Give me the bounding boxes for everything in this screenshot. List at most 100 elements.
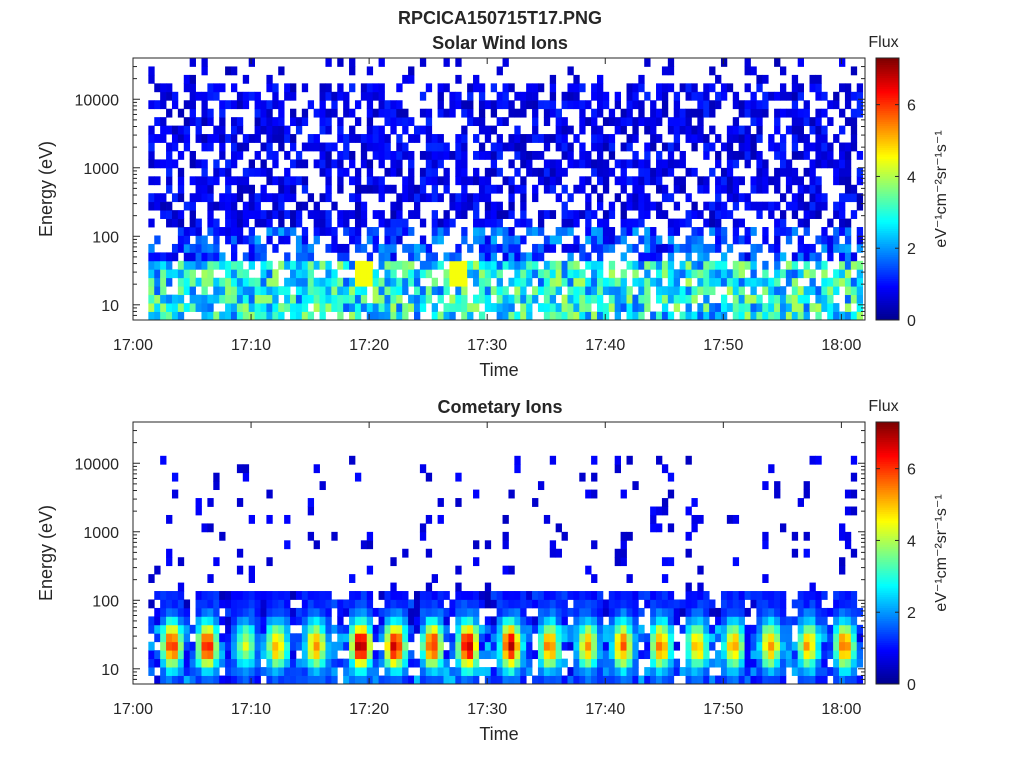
heatmap-cell [413,210,421,219]
heatmap-cell [697,210,704,219]
heatmap-cell [384,167,391,177]
heatmap-cell [839,159,846,169]
heatmap-cell [673,125,681,135]
heatmap-cell [490,210,498,219]
heatmap-cell [248,260,255,270]
heatmap-cell [384,650,391,660]
heatmap-cell [561,201,568,211]
heatmap-cell [248,565,255,575]
heatmap-cell [720,227,728,236]
heatmap-cell [833,269,840,279]
heatmap-cell [691,311,698,321]
heatmap-cell [408,675,415,685]
heatmap-cell [254,134,261,143]
heatmap-cell [844,624,852,634]
heatmap-cell [360,650,368,660]
heatmap-cell [242,277,250,287]
heatmap-cell [709,227,716,236]
heatmap-cell [419,260,427,270]
heatmap-cell [726,607,734,617]
heatmap-cell [532,650,539,660]
heatmap-cell [626,658,633,668]
heatmap-cell [809,125,816,135]
heatmap-cell [248,134,255,143]
heatmap-cell [685,91,692,101]
heatmap-cell [496,66,503,76]
heatmap-cell [148,100,155,110]
heatmap-cell [591,91,598,101]
heatmap-cell [189,658,196,668]
heatmap-cell [520,252,527,262]
heatmap-cell [496,667,503,676]
colorbar-swatch [876,651,899,654]
heatmap-cell [673,134,681,143]
heatmap-cell [620,167,627,177]
heatmap-cell [703,675,710,685]
heatmap-cell [809,303,816,312]
colorbar-swatch [876,476,899,480]
heatmap-cell [661,260,669,270]
heatmap-cell [673,227,681,236]
heatmap-cell [325,633,332,643]
heatmap-cell [791,311,799,321]
heatmap-cell [709,100,716,110]
heatmap-cell [626,641,633,651]
heatmap-cell [821,260,828,270]
heatmap-cell [408,66,415,76]
heatmap-cell [171,218,179,228]
heatmap-cell [437,633,444,643]
colorbar-swatch [876,213,899,216]
heatmap-cell [543,675,551,685]
heatmap-cell [431,252,438,262]
heatmap-cell [372,303,379,312]
heatmap-cell [331,624,338,634]
heatmap-cell [236,227,244,236]
heatmap-cell [732,218,740,228]
heatmap-cell [526,91,533,101]
heatmap-cell [189,176,196,186]
heatmap-cell [419,675,427,685]
heatmap-cell [290,83,297,93]
heatmap-cell [307,142,315,152]
heatmap-cell [213,311,220,321]
heatmap-cell [219,633,226,643]
heatmap-cell [549,184,557,194]
heatmap-cell [402,117,409,127]
heatmap-cell [526,591,533,600]
heatmap-cell [337,150,344,160]
heatmap-cell [620,531,627,541]
heatmap-cell [839,243,846,253]
heatmap-cell [833,667,840,676]
heatmap-cell [319,125,326,135]
heatmap-cell [384,218,391,228]
heatmap-cell [372,311,379,321]
heatmap-cell [791,260,799,270]
heatmap-cell [520,675,527,685]
heatmap-cell [585,277,592,287]
heatmap-cell [313,235,320,245]
heatmap-cell [815,658,822,668]
heatmap-cell [608,633,616,643]
heatmap-cell [449,150,456,160]
heatmap-cell [301,184,309,194]
heatmap-cell [591,159,598,169]
heatmap-cell [166,667,173,676]
heatmap-cell [384,260,391,270]
heatmap-cell [703,633,710,643]
heatmap-cell [526,159,533,169]
heatmap-cell [555,176,562,186]
colorbar-swatch [876,446,899,449]
heatmap-cell [520,641,527,651]
heatmap-cell [667,260,675,270]
heatmap-cell [496,658,503,668]
heatmap-cell [543,277,551,287]
heatmap-cell [803,260,810,270]
heatmap-cell [431,667,438,676]
heatmap-cell [685,235,692,245]
heatmap-cell [378,100,385,110]
heatmap-cell [815,650,822,660]
heatmap-cell [720,599,728,609]
heatmap-cell [408,227,415,236]
colorbar-swatch [876,88,899,92]
heatmap-cell [384,624,391,634]
